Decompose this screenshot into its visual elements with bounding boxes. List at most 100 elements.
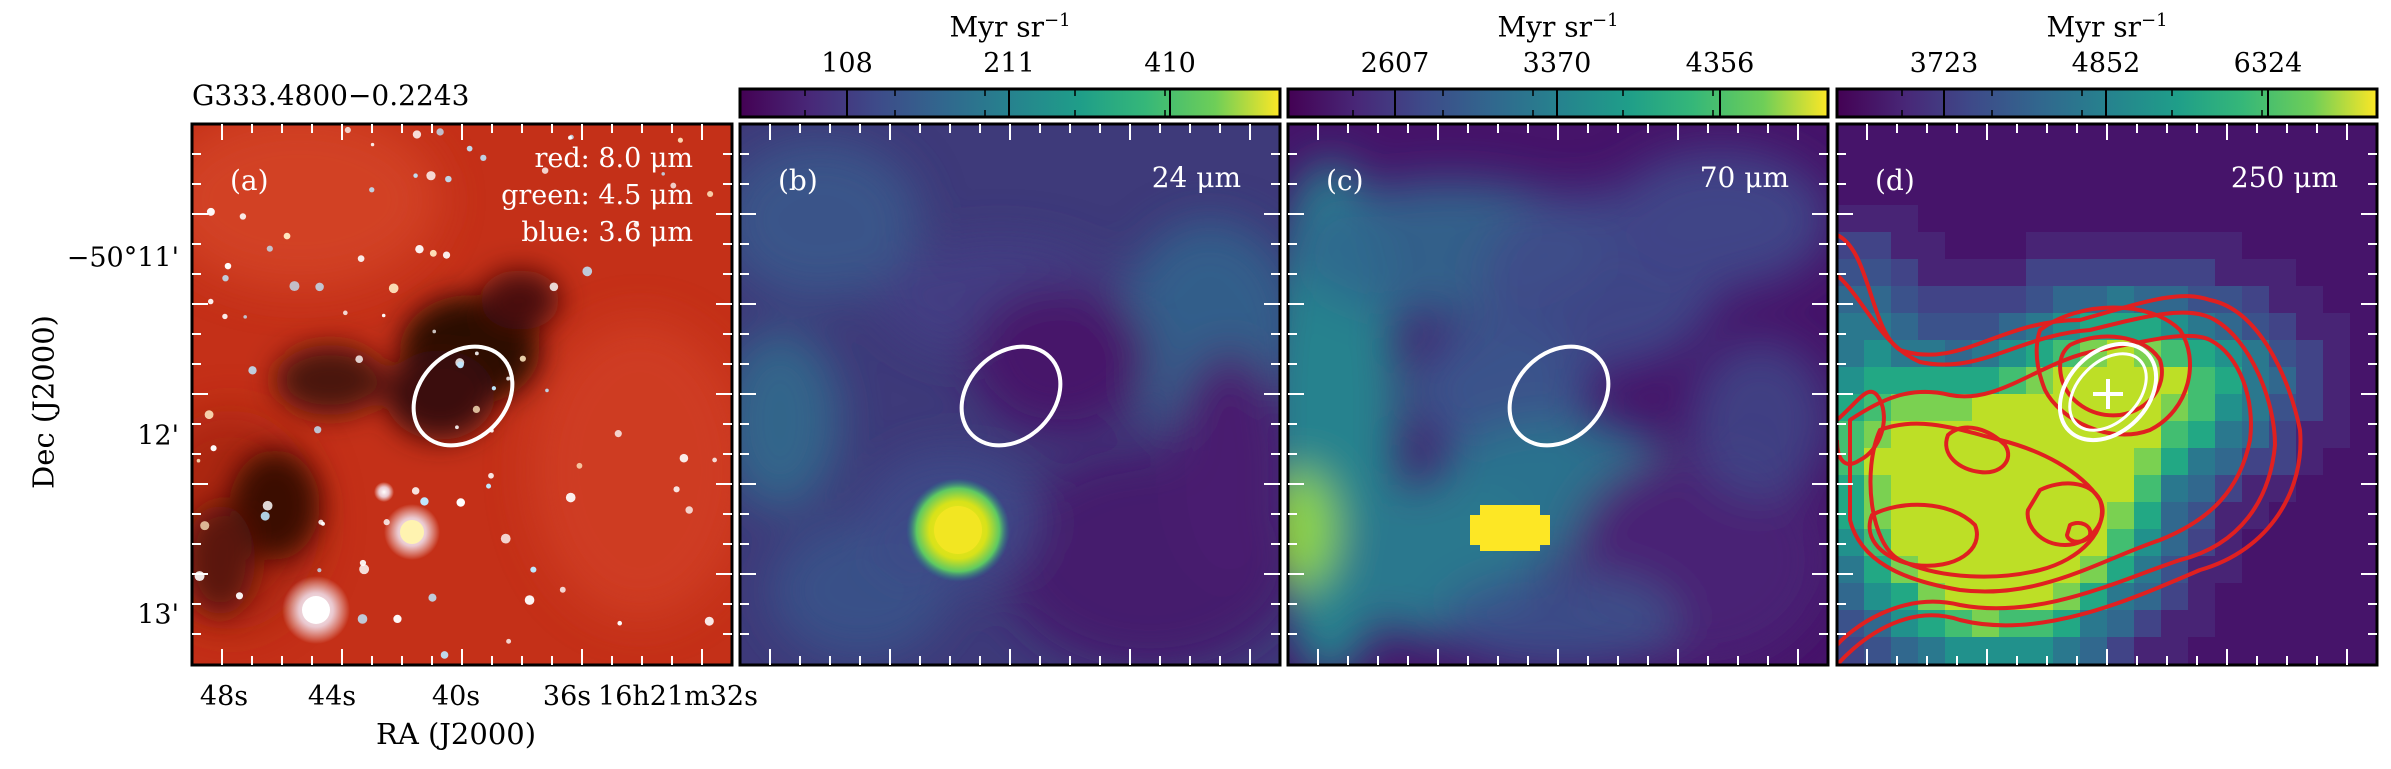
map-pixel: [2269, 232, 2297, 260]
star-point: [370, 142, 375, 147]
map-pixel: [2377, 151, 2391, 179]
map-pixel: [2026, 178, 2054, 206]
map-pixel: [1972, 151, 2000, 179]
map-pixel: [2377, 259, 2391, 287]
map-pixel: [2053, 205, 2081, 233]
map-pixel: [1999, 151, 2027, 179]
map-pixel: [1972, 664, 2000, 665]
map-pixel: [2107, 664, 2135, 665]
star-point: [712, 457, 717, 463]
map-pixel: [2215, 421, 2243, 449]
map-pixel: [1864, 583, 1892, 611]
map-pixel: [1864, 367, 1892, 395]
star-point: [411, 487, 420, 495]
map-pixel: [2134, 664, 2162, 665]
ellipse-a: [411, 344, 515, 448]
map-pixel: [2161, 610, 2189, 638]
map-pixel: [2350, 637, 2377, 665]
map-pixel: [2107, 637, 2135, 665]
star-point: [707, 190, 714, 198]
map-pixel: [2323, 259, 2351, 287]
star-point: [289, 281, 300, 292]
map-pixel: [1864, 340, 1892, 368]
map-pixel: [2188, 232, 2216, 260]
colorbar-b-tick: 410: [1144, 48, 1196, 79]
star-point: [381, 313, 386, 318]
map-pixel: [2215, 259, 2243, 287]
map-pixel: [1945, 178, 1973, 206]
panel-d-image: [1837, 124, 2391, 665]
star-point: [315, 282, 324, 292]
ra-tick-label: 16h21m32s: [598, 681, 758, 712]
star-point: [679, 453, 689, 463]
map-pixel: [2107, 178, 2135, 206]
map-pixel: [1837, 583, 1865, 611]
map-pixel: [2215, 610, 2243, 638]
band-red: red: 8.0 μm: [534, 143, 693, 174]
map-pixel: [2377, 232, 2391, 260]
map-pixel: [2215, 448, 2243, 476]
map-pixel: [2350, 286, 2377, 314]
map-pixel: [1918, 286, 1946, 314]
star-point: [235, 592, 244, 600]
map-pixel: [2188, 421, 2216, 449]
map-pixel: [2296, 529, 2324, 557]
star-point: [466, 145, 473, 152]
map-pixel: [2269, 637, 2297, 665]
map-pixel: [2242, 556, 2270, 584]
map-pixel: [2350, 610, 2377, 638]
unit-text: Myr sr: [2046, 10, 2141, 44]
map-pixel: [2215, 394, 2243, 422]
star-point: [262, 500, 273, 511]
map-pixel: [1837, 178, 1865, 206]
map-pixel: [1999, 529, 2027, 557]
map-pixel: [1864, 178, 1892, 206]
map-pixel: [2377, 448, 2391, 476]
unit-text: Myr sr: [949, 10, 1044, 44]
map-pixel: [2269, 151, 2297, 179]
star-point: [530, 566, 537, 573]
map-pixel: [2377, 178, 2391, 206]
map-pixel: [1918, 151, 1946, 179]
map-pixel: [1891, 313, 1919, 341]
panel-c-label: (c): [1326, 164, 1364, 197]
star-point: [210, 445, 217, 452]
map-pixel: [2026, 124, 2054, 152]
map-pixel: [2269, 178, 2297, 206]
map-pixel: [1945, 367, 1973, 395]
star-point: [314, 426, 322, 434]
map-pixel: [2350, 664, 2377, 665]
map-pixel: [2269, 583, 2297, 611]
map-pixel: [1891, 664, 1919, 665]
map-pixel: [1918, 124, 1946, 152]
ellipse-c: [1507, 344, 1611, 448]
map-pixel: [2215, 124, 2243, 152]
map-pixel: [2215, 637, 2243, 665]
map-pixel: [2107, 205, 2135, 233]
map-pixel: [2350, 151, 2377, 179]
map-pixel: [2350, 367, 2377, 395]
map-pixel: [2188, 475, 2216, 503]
map-pixel: [2269, 205, 2297, 233]
map-pixel: [2377, 502, 2391, 530]
map-pixel: [1918, 637, 1946, 665]
map-pixel: [2242, 610, 2270, 638]
star-point: [440, 651, 449, 659]
map-pixel: [2323, 151, 2351, 179]
star-point: [355, 355, 364, 364]
map-pixel: [2323, 205, 2351, 233]
map-pixel: [1891, 394, 1919, 422]
map-pixel: [2107, 394, 2135, 422]
map-pixel: [1999, 232, 2027, 260]
map-pixel: [2107, 448, 2135, 476]
map-pixel: [2188, 124, 2216, 152]
map-pixel: [2188, 610, 2216, 638]
map-pixel: [1918, 394, 1946, 422]
map-pixel: [2323, 502, 2351, 530]
star-point: [412, 130, 422, 139]
star-point: [369, 187, 375, 193]
panel-a-image: [192, 124, 732, 665]
map-pixel: [2377, 556, 2391, 584]
